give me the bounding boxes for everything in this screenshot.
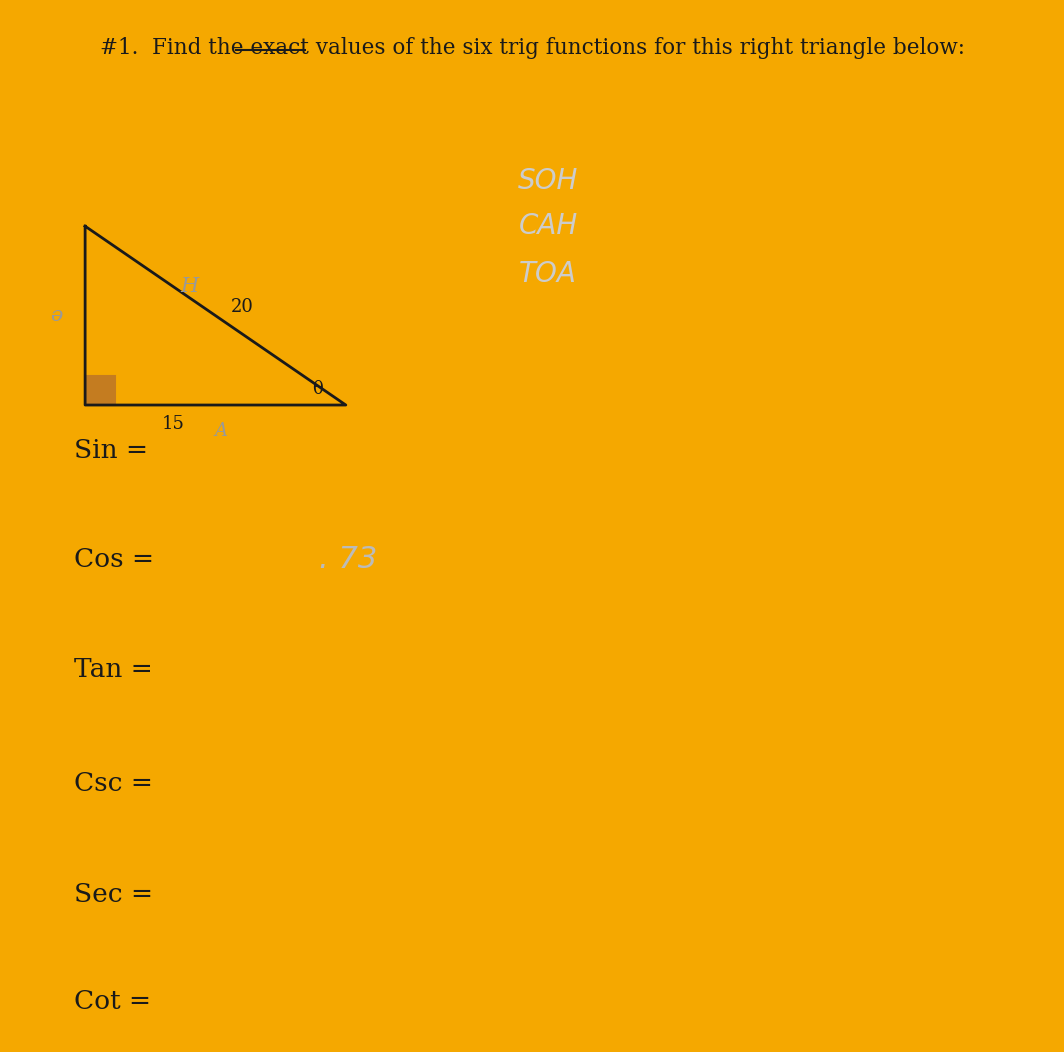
Text: θ: θ	[312, 380, 322, 399]
Text: Cot =: Cot =	[74, 989, 151, 1014]
Text: Csc =: Csc =	[74, 771, 153, 796]
Text: CAH: CAH	[518, 213, 578, 240]
Text: SOH: SOH	[518, 167, 578, 195]
Text: Cos =: Cos =	[74, 547, 154, 572]
Text: #1.  Find the exact values of the six trig functions for this right triangle bel: #1. Find the exact values of the six tri…	[100, 37, 964, 59]
Bar	[85, 376, 115, 405]
Text: A: A	[215, 422, 228, 441]
Text: H: H	[180, 277, 199, 296]
Text: Sin =: Sin =	[74, 438, 149, 463]
Text: ǝ: ǝ	[50, 306, 63, 325]
Text: TOA: TOA	[519, 260, 577, 287]
Text: 20: 20	[231, 298, 254, 317]
Text: Tan =: Tan =	[74, 656, 153, 682]
Text: . 73: . 73	[319, 545, 378, 574]
Text: Sec =: Sec =	[74, 882, 153, 907]
Text: 15: 15	[162, 414, 185, 433]
